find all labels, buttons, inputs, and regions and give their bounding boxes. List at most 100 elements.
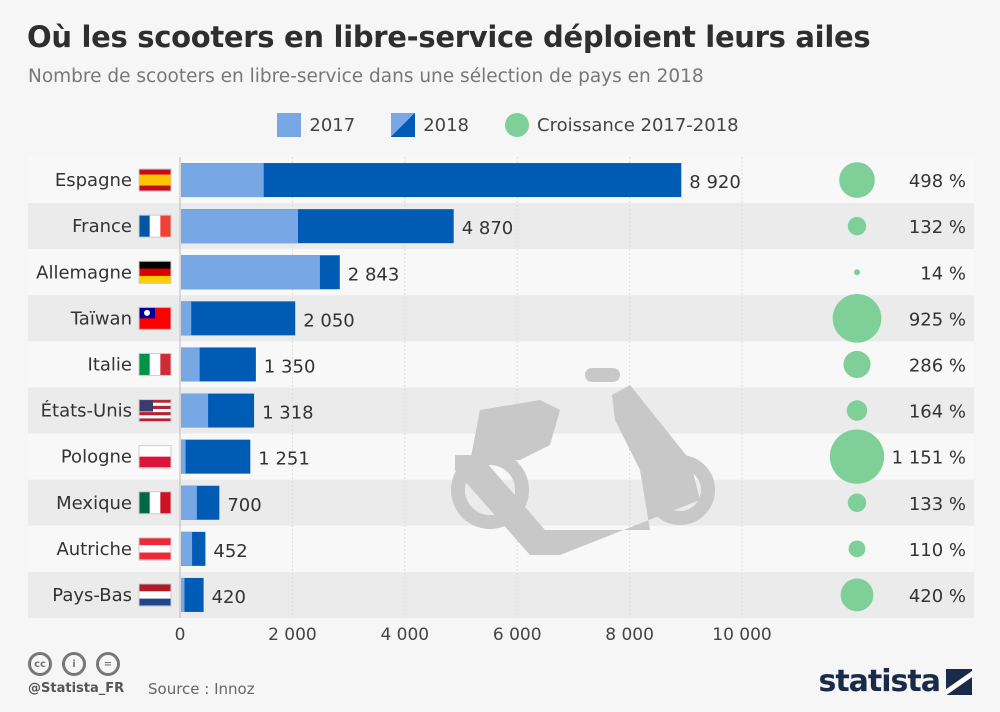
flag-nl-stripe — [139, 598, 171, 607]
flag-mx-stripe — [139, 491, 151, 514]
value-label: 8 920 — [689, 172, 741, 193]
bar-2017 — [181, 393, 209, 428]
flag-us-canton — [139, 399, 153, 412]
category-label: Pologne — [61, 447, 132, 468]
flag-border — [138, 399, 172, 423]
value-label: 2 050 — [303, 310, 355, 331]
flag-it-stripe — [160, 353, 172, 376]
legend-swatch-2017 — [277, 113, 302, 137]
flag-border — [138, 491, 172, 515]
chart-subtitle: Nombre de scooters en libre-service dans… — [28, 66, 704, 87]
growth-label: 286 % — [909, 355, 966, 376]
growth-bubble — [843, 350, 871, 378]
growth-label: 498 % — [909, 171, 966, 192]
flag-es-stripe — [139, 169, 171, 176]
legend-label: 2018 — [423, 114, 470, 136]
growth-label: 1 151 % — [892, 448, 966, 469]
flag-border — [138, 445, 172, 469]
category-label: Espagne — [55, 170, 132, 191]
flag-border — [138, 537, 172, 561]
legend: 2017 2018 Croissance 2017-2018 — [0, 113, 1000, 137]
bar-2018 — [181, 301, 296, 336]
flag-de-stripe — [139, 268, 171, 277]
flag-pl-stripe — [139, 456, 171, 469]
x-tick-label: 6 000 — [493, 625, 542, 645]
growth-bubble — [847, 493, 867, 512]
value-label: 700 — [227, 495, 261, 516]
bar-2017 — [181, 439, 186, 474]
x-tick-label: 0 — [175, 625, 186, 645]
flag-fr-stripe — [160, 215, 172, 238]
flag-us-stripe — [139, 402, 171, 407]
flag-border — [138, 583, 172, 607]
flag-nl-stripe — [139, 591, 171, 600]
bar-2017 — [181, 577, 185, 612]
flag-border — [138, 352, 172, 376]
flag-fr-stripe — [149, 215, 161, 238]
bar-2017 — [181, 347, 200, 382]
value-label: 452 — [213, 541, 247, 562]
growth-label: 14 % — [920, 263, 966, 284]
bar-2017 — [181, 485, 197, 520]
legend-2018: 2018 — [391, 113, 469, 137]
flag-de-stripe — [139, 275, 171, 284]
bar-2018 — [181, 439, 251, 474]
flag-at-stripe — [139, 545, 171, 554]
growth-bubble — [840, 578, 874, 612]
category-label: Mexique — [56, 493, 132, 514]
flag-nl-stripe — [139, 583, 171, 592]
growth-bubble — [847, 216, 867, 236]
flag-fr-stripe — [139, 215, 151, 238]
flag-border — [138, 260, 172, 284]
value-label: 1 251 — [258, 449, 310, 470]
flag-at-stripe — [139, 537, 171, 546]
growth-label: 110 % — [909, 540, 966, 561]
growth-label: 925 % — [909, 309, 966, 330]
growth-label: 420 % — [909, 586, 966, 607]
growth-label: 133 % — [909, 494, 966, 515]
growth-bubble — [832, 294, 882, 343]
flag-us-stripe — [139, 412, 171, 416]
growth-bubble — [846, 400, 868, 421]
bar-2017 — [181, 255, 320, 290]
flag-us-stripe — [139, 399, 171, 404]
cc-by-icon: i — [62, 652, 86, 676]
flag-mx-stripe — [149, 491, 161, 514]
legend-swatch-growth — [505, 113, 530, 137]
statista-logo: statista — [818, 664, 972, 699]
source: Source : Innoz — [148, 680, 255, 698]
category-label: Autriche — [56, 539, 132, 560]
legend-swatch-2018 — [391, 113, 416, 137]
flag-us-stripe — [139, 418, 171, 423]
x-tick-label: 2 000 — [268, 625, 317, 645]
bar-2017 — [181, 531, 193, 566]
category-label: Pays-Bas — [52, 585, 132, 606]
bar-2017 — [181, 163, 264, 198]
cc-nd-icon: = — [96, 652, 120, 676]
flag-us-stripe — [139, 405, 171, 410]
legend-growth: Croissance 2017-2018 — [505, 113, 739, 137]
x-tick-label: 4 000 — [380, 625, 429, 645]
bar-2017 — [181, 209, 299, 244]
growth-bubble — [829, 429, 885, 484]
category-label: Italie — [88, 354, 132, 375]
flag-border — [138, 306, 172, 330]
scooter-icon — [451, 368, 715, 555]
category-label: Allemagne — [36, 262, 132, 283]
flag-border — [138, 168, 172, 192]
legend-label: Croissance 2017-2018 — [537, 114, 739, 136]
category-label: France — [72, 216, 132, 237]
flag-us-stripe — [139, 415, 171, 419]
cc-icon: cc — [28, 652, 52, 676]
legend-2017: 2017 — [277, 113, 355, 137]
bar-2017 — [181, 301, 192, 336]
bar-2018 — [181, 577, 204, 612]
growth-label: 164 % — [909, 402, 966, 423]
value-label: 4 870 — [462, 218, 514, 239]
statista-logo-icon — [946, 668, 972, 695]
twitter-handle: @Statista_FR — [28, 681, 125, 696]
flag-pl-stripe — [139, 445, 171, 458]
value-label: 420 — [212, 587, 246, 608]
value-label: 1 350 — [264, 356, 316, 377]
